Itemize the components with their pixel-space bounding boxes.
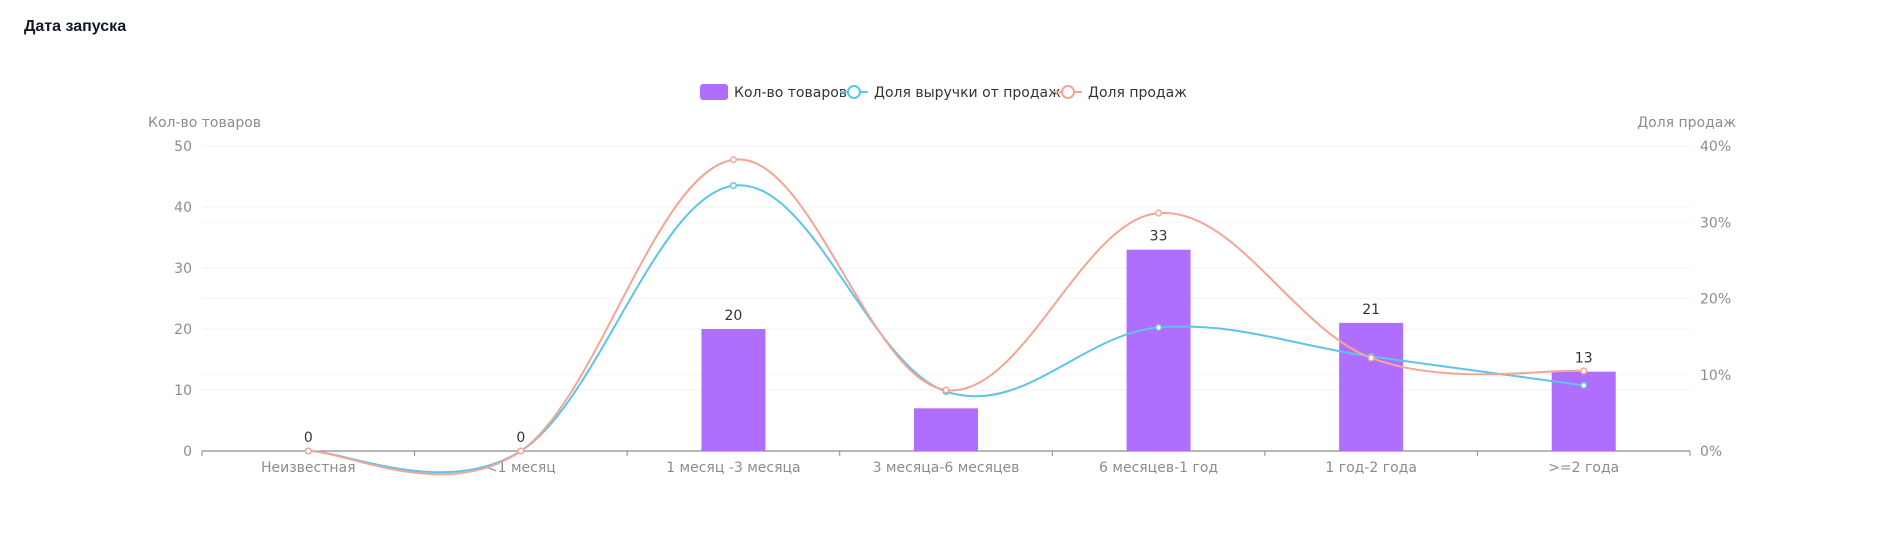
legend-label-bar: Кол-во товаров [734, 85, 847, 101]
y-left-tick-label: 40 [174, 200, 192, 216]
revenue-share-point [1155, 323, 1163, 332]
x-tick-label: >=2 года [1548, 460, 1619, 476]
sales-share-point [1155, 209, 1163, 217]
revenue-share-point [729, 182, 737, 190]
y-right-tick-label: 40% [1700, 139, 1731, 155]
bar [1126, 249, 1191, 451]
bar-data-label: 20 [725, 308, 743, 324]
y-right-tick-label: 30% [1700, 215, 1731, 231]
sales-share-point [942, 386, 950, 394]
y-right-tick-label: 10% [1700, 368, 1731, 384]
y-left-tick-label: 50 [174, 139, 192, 155]
bar-data-label: 0 [304, 430, 313, 446]
x-tick-label: 1 месяц -3 месяца [666, 460, 800, 476]
y-right-axis-title: Доля продаж [1637, 115, 1736, 131]
bar [1339, 322, 1404, 451]
sales-share-point [517, 447, 525, 455]
legend-swatch-revenue-marker [847, 85, 861, 99]
y-right-tick-label: 20% [1700, 292, 1731, 308]
legend-label-revenue: Доля выручки от продаж [874, 85, 1061, 101]
x-tick-label: <1 месяц [486, 460, 556, 476]
sales-share-point [1367, 354, 1375, 362]
y-left-tick-label: 0 [183, 444, 192, 460]
y-left-tick-label: 20 [174, 322, 192, 338]
y-left-tick-label: 10 [174, 383, 192, 399]
legend-swatch-bar [700, 84, 728, 100]
y-right-tick-label: 0% [1700, 444, 1722, 460]
revenue-share-point [1580, 381, 1588, 389]
x-tick-label: 3 месяца-6 месяцев [873, 460, 1020, 476]
bar-data-label: 13 [1575, 351, 1593, 367]
x-tick-label: 6 месяцев-1 год [1099, 460, 1218, 476]
sales-share-point [729, 156, 737, 164]
sales-share-point [1580, 367, 1588, 375]
bar [701, 329, 766, 451]
sales-share-line [308, 158, 1584, 476]
sales-share-point [304, 447, 312, 455]
x-tick-label: Неизвестная [261, 460, 356, 476]
bar [914, 408, 978, 451]
section-title: Дата запуска [24, 18, 127, 35]
bar-data-label: 33 [1150, 229, 1168, 245]
y-left-tick-label: 30 [174, 261, 192, 277]
y-left-axis-title: Кол-во товаров [148, 115, 261, 131]
bar-data-label: 0 [516, 430, 525, 446]
legend-swatch-sales-marker [1061, 85, 1075, 99]
x-tick-label: 1 год-2 года [1325, 460, 1417, 476]
legend-label-sales: Доля продаж [1088, 85, 1187, 101]
bar-data-label: 21 [1362, 302, 1380, 318]
